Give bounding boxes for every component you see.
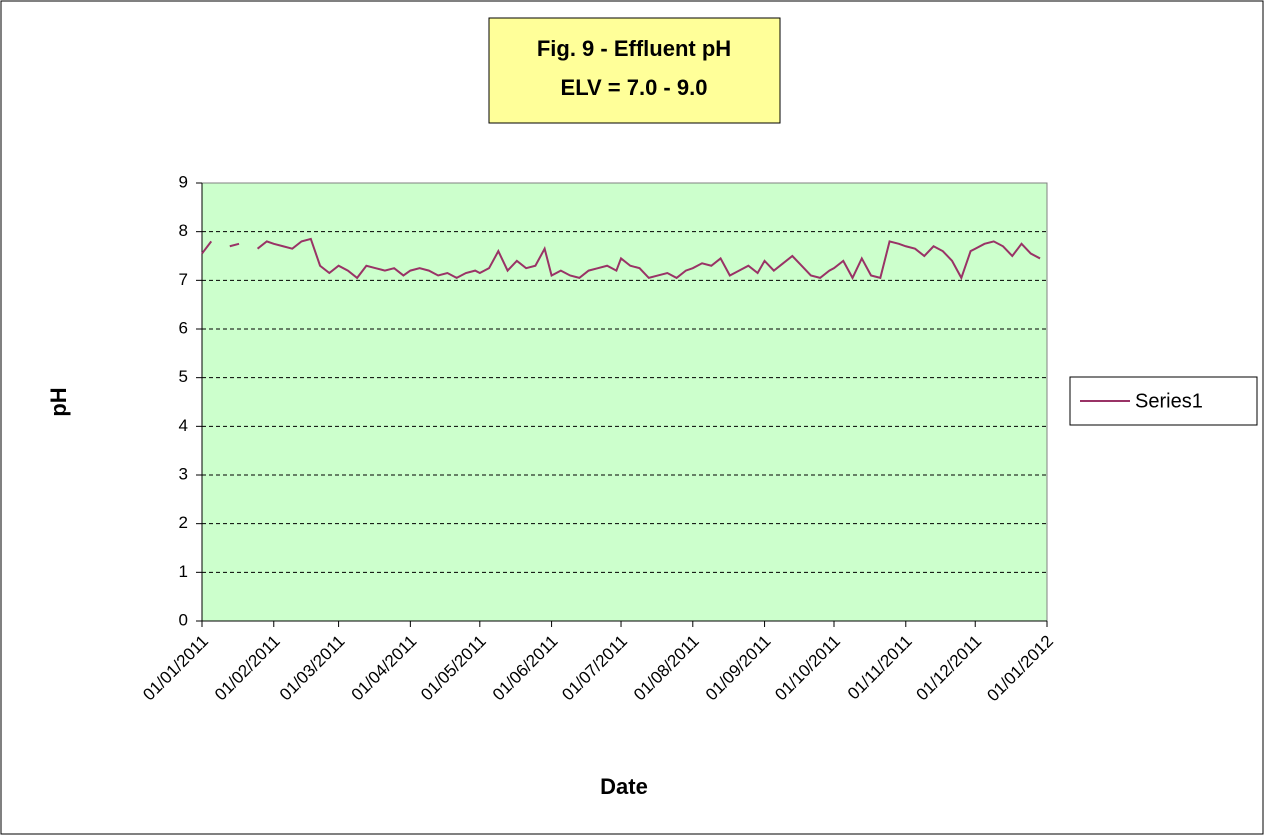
- title-box: [488, 17, 781, 124]
- y-tick-label: 7: [179, 270, 188, 289]
- legend-label: Series1: [1135, 390, 1203, 412]
- series-line: [201, 237, 1041, 281]
- x-axis-label: Date: [600, 774, 648, 799]
- y-axis-label: pH: [46, 387, 71, 416]
- chart-title: Fig. 9 - Effluent pH: [537, 36, 731, 61]
- y-tick-label: 0: [179, 610, 188, 629]
- chart-subtitle: ELV = 7.0 - 9.0: [561, 75, 708, 100]
- y-tick-label: 8: [179, 221, 188, 240]
- y-tick-label: 1: [179, 562, 188, 581]
- y-tick-label: 5: [179, 367, 188, 386]
- y-tick-label: 4: [179, 416, 188, 435]
- y-tick-label: 6: [179, 318, 188, 337]
- y-tick-label: 2: [179, 513, 188, 532]
- y-tick-label: 3: [179, 464, 188, 483]
- y-tick-label: 9: [179, 172, 188, 191]
- plot-area: [201, 182, 1048, 622]
